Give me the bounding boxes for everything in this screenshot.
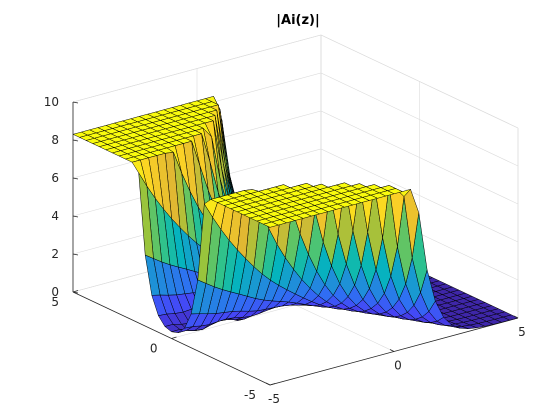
z-tick-label: 10 — [44, 95, 59, 109]
y-tick-mark — [269, 383, 276, 386]
z-tick-mark — [72, 101, 79, 104]
z-tick-label: 2 — [51, 247, 59, 261]
y-tick-mark — [171, 336, 177, 339]
z-tick-mark — [72, 253, 79, 256]
x-tick-mark — [389, 349, 395, 352]
z-tick-mark — [72, 215, 79, 218]
y-tick-mark — [72, 290, 79, 293]
x-tick-mark — [513, 315, 519, 319]
chart-title: |Ai(z)| — [276, 13, 319, 28]
z-tick-label: 0 — [51, 285, 59, 299]
box-edge — [320, 34, 519, 129]
x-tick-mark — [265, 382, 271, 386]
z-tick-label: 4 — [51, 209, 59, 223]
box-edge — [72, 34, 322, 103]
z-gridline — [72, 34, 519, 129]
x-tick-label: 0 — [394, 359, 402, 373]
y-tick-label: -5 — [244, 388, 256, 402]
y-tick-label: 5 — [51, 295, 59, 309]
x-tick-label: 5 — [518, 325, 526, 339]
z-tick-label: 6 — [51, 171, 59, 185]
surface-layer — [72, 96, 519, 333]
surface-patch — [263, 221, 279, 228]
z-tick-label: 8 — [51, 133, 59, 147]
z-tick-mark — [72, 139, 79, 142]
x-tick-label: -5 — [268, 392, 280, 406]
z-tick-mark — [72, 177, 79, 180]
y-tick-label: 0 — [150, 342, 158, 356]
